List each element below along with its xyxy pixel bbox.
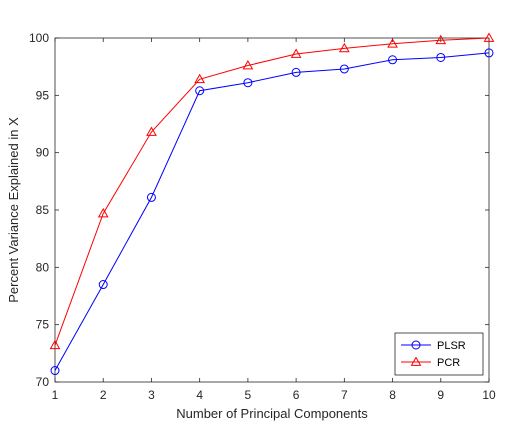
x-tick-label: 5: [245, 388, 252, 402]
y-tick-label: 95: [36, 88, 50, 102]
x-tick-label: 3: [148, 388, 155, 402]
x-tick-label: 2: [100, 388, 107, 402]
data-point-plsr: [146, 192, 156, 202]
data-point-plsr: [243, 78, 253, 88]
y-tick-label: 70: [36, 375, 50, 389]
data-point-pcr: [338, 42, 350, 53]
data-point-plsr: [291, 67, 301, 77]
plot-box: [54, 37, 490, 383]
legend: PLSR PCR: [394, 332, 484, 376]
y-tick-label: 85: [36, 203, 50, 217]
x-tick-label: 9: [437, 388, 444, 402]
x-tick-label: 4: [196, 388, 203, 402]
data-point-pcr: [194, 73, 206, 84]
data-point-plsr: [50, 366, 60, 376]
legend-marker-plsr: [411, 340, 421, 350]
data-point-plsr: [436, 52, 446, 62]
legend-marker-pcr: [410, 356, 422, 366]
legend-label-pcr: PCR: [437, 357, 460, 369]
data-point-pcr: [49, 339, 61, 350]
data-point-plsr: [484, 48, 494, 58]
legend-box: [394, 332, 484, 376]
y-tick-label: 75: [36, 318, 50, 332]
data-point-plsr: [98, 280, 108, 290]
series-pcr: [49, 32, 495, 350]
y-axis-ticks: 70 75 80 85 90 95 100: [29, 31, 489, 389]
x-tick-label: 10: [482, 388, 496, 402]
data-point-plsr: [195, 86, 205, 96]
x-axis-ticks: 1 2 3 4 5 6 7 8 9 10: [52, 38, 496, 402]
x-tick-label: 1: [52, 388, 59, 402]
x-tick-label: 7: [341, 388, 348, 402]
data-point-plsr: [339, 64, 349, 74]
series-line-plsr: [54, 52, 490, 371]
x-tick-label: 8: [389, 388, 396, 402]
legend-label-plsr: PLSR: [437, 340, 466, 352]
data-point-pcr: [290, 48, 302, 58]
data-point-pcr: [387, 38, 398, 48]
data-point-pcr: [483, 32, 495, 42]
series-plsr: [50, 48, 494, 376]
y-axis-label: Percent Variance Explained in X: [6, 117, 21, 303]
data-point-pcr: [242, 60, 254, 70]
y-tick-label: 100: [29, 31, 49, 45]
y-tick-label: 90: [36, 146, 50, 160]
series-layer: [49, 32, 495, 376]
x-axis-label: Number of Principal Components: [176, 406, 368, 421]
series-line-pcr: [54, 37, 490, 346]
data-point-pcr: [435, 34, 447, 45]
x-tick-label: 6: [293, 388, 300, 402]
plot-area: [54, 37, 490, 383]
y-tick-label: 80: [36, 260, 50, 274]
data-point-pcr: [146, 126, 157, 136]
data-point-pcr: [97, 207, 109, 218]
data-point-plsr: [388, 55, 398, 65]
